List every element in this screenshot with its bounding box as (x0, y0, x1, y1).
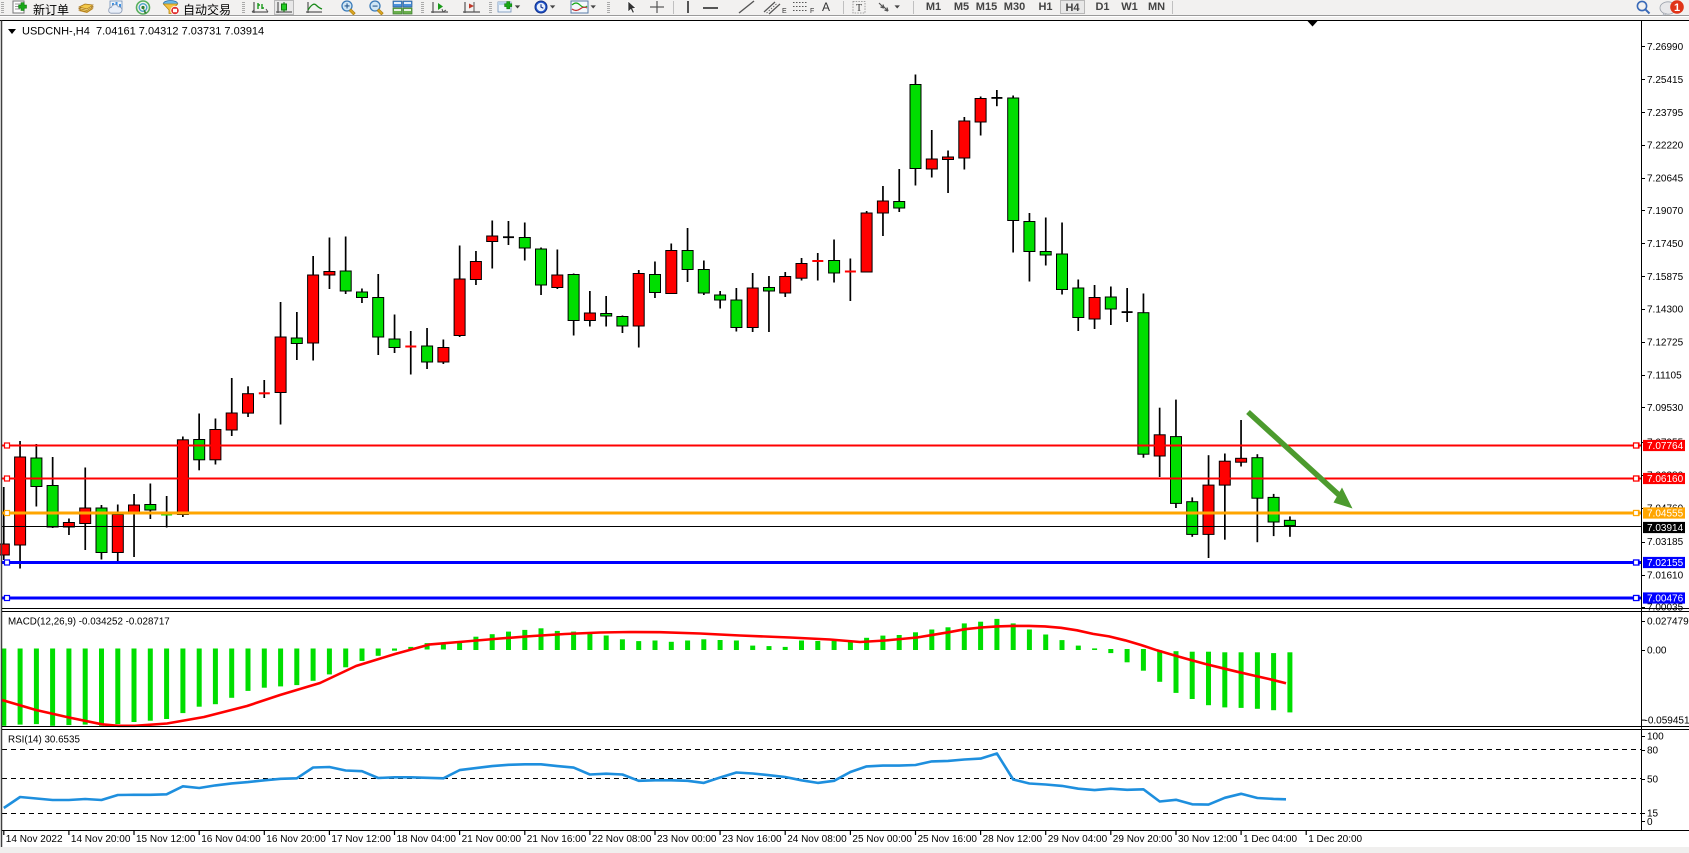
svg-text:1 Dec 20:00: 1 Dec 20:00 (1308, 834, 1362, 845)
svg-text:23 Nov 00:00: 23 Nov 00:00 (657, 834, 717, 845)
svg-text:16 Nov 04:00: 16 Nov 04:00 (201, 834, 261, 845)
svg-text:14 Nov 2022: 14 Nov 2022 (6, 834, 63, 845)
svg-text:80: 80 (1647, 745, 1659, 756)
svg-text:7.03185: 7.03185 (1647, 537, 1684, 548)
svg-text:7.03914: 7.03914 (1647, 523, 1684, 534)
svg-text:7.20645: 7.20645 (1647, 173, 1684, 184)
svg-text:−: − (372, 2, 378, 13)
svg-text:+: + (344, 2, 350, 13)
svg-text:100: 100 (1647, 732, 1664, 743)
svg-text:22 Nov 08:00: 22 Nov 08:00 (592, 834, 652, 845)
svg-text:14 Nov 20:00: 14 Nov 20:00 (71, 834, 131, 845)
svg-text:1: 1 (1674, 2, 1680, 14)
svg-text:7.04555: 7.04555 (1647, 509, 1684, 520)
svg-text:0: 0 (1647, 817, 1653, 828)
svg-text:7.15875: 7.15875 (1647, 272, 1684, 283)
svg-text:17 Nov 12:00: 17 Nov 12:00 (331, 834, 391, 845)
svg-text:7.00035: 7.00035 (1647, 602, 1684, 613)
svg-text:T: T (856, 3, 862, 14)
svg-text:16 Nov 20:00: 16 Nov 20:00 (266, 834, 326, 845)
svg-text:0.00: 0.00 (1647, 645, 1667, 656)
svg-text:21 Nov 00:00: 21 Nov 00:00 (462, 834, 522, 845)
svg-text:1 Dec 04:00: 1 Dec 04:00 (1243, 834, 1297, 845)
svg-text:7.19070: 7.19070 (1647, 206, 1684, 217)
svg-text:7.06160: 7.06160 (1647, 474, 1684, 485)
svg-text:MACD(12,26,9) -0.034252 -0.028: MACD(12,26,9) -0.034252 -0.028717 (8, 617, 170, 628)
svg-text:28 Nov 12:00: 28 Nov 12:00 (983, 834, 1043, 845)
svg-text:24 Nov 08:00: 24 Nov 08:00 (787, 834, 847, 845)
svg-text:15 Nov 12:00: 15 Nov 12:00 (136, 834, 196, 845)
svg-text:25 Nov 16:00: 25 Nov 16:00 (918, 834, 978, 845)
svg-text:7.09530: 7.09530 (1647, 403, 1684, 414)
svg-text:30 Nov 12:00: 30 Nov 12:00 (1178, 834, 1238, 845)
svg-text:USDCNH-,H4 7.04161 7.04312 7.: USDCNH-,H4 7.04161 7.04312 7.03731 7.039… (22, 26, 264, 38)
svg-text:29 Nov 04:00: 29 Nov 04:00 (1048, 834, 1108, 845)
svg-text:E: E (782, 8, 787, 15)
svg-text:29 Nov 20:00: 29 Nov 20:00 (1113, 834, 1173, 845)
svg-text:7.23795: 7.23795 (1647, 108, 1684, 119)
svg-text:-0.059451: -0.059451 (1645, 716, 1689, 727)
svg-text:7.11105: 7.11105 (1647, 370, 1682, 381)
svg-text:7.07764: 7.07764 (1647, 441, 1684, 452)
svg-text:7.00476: 7.00476 (1647, 594, 1684, 605)
svg-text:7.12725: 7.12725 (1647, 337, 1684, 348)
svg-text:7.02155: 7.02155 (1647, 558, 1684, 569)
svg-text:7.14300: 7.14300 (1647, 304, 1684, 315)
svg-text:F: F (810, 8, 814, 15)
svg-text:25 Nov 00:00: 25 Nov 00:00 (852, 834, 912, 845)
svg-text:7.01610: 7.01610 (1647, 571, 1684, 582)
svg-text:18 Nov 04:00: 18 Nov 04:00 (397, 834, 457, 845)
svg-text:7.22220: 7.22220 (1647, 141, 1684, 152)
svg-text:21 Nov 16:00: 21 Nov 16:00 (527, 834, 587, 845)
svg-text:7.25415: 7.25415 (1647, 75, 1684, 86)
svg-text:0.027479: 0.027479 (1647, 616, 1689, 627)
svg-text:RSI(14) 30.6535: RSI(14) 30.6535 (8, 735, 80, 746)
svg-text:7.17450: 7.17450 (1647, 239, 1684, 250)
svg-text:7.26990: 7.26990 (1647, 42, 1684, 53)
svg-text:15: 15 (1647, 808, 1659, 819)
svg-text:23 Nov 16:00: 23 Nov 16:00 (722, 834, 782, 845)
svg-text:50: 50 (1647, 774, 1659, 785)
